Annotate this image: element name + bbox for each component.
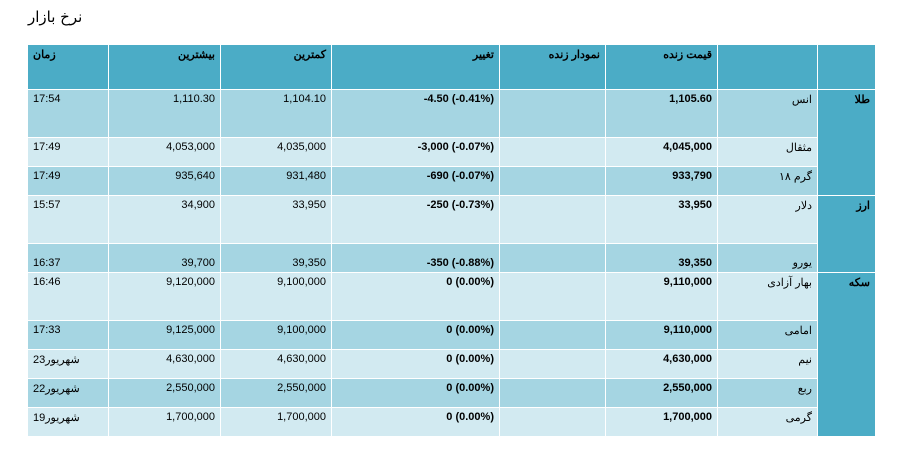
item-name: نیم bbox=[717, 349, 818, 379]
low-cell: 39,350 bbox=[220, 243, 332, 273]
change-cell: -3,000 (-0.07%) bbox=[331, 137, 500, 167]
high-cell: 9,120,000 bbox=[108, 272, 221, 321]
price-cell: 4,630,000 bbox=[605, 349, 718, 379]
change-cell: -250 (-0.73%) bbox=[331, 195, 500, 244]
price-cell: 33,950 bbox=[605, 195, 718, 244]
table-row: 15:57 34,900 33,950 -250 (-0.73%) 33,950… bbox=[27, 195, 876, 273]
time-cell: 22شهریور bbox=[27, 378, 109, 408]
low-cell: 1,104.10 bbox=[220, 89, 332, 138]
live-chart-cell[interactable] bbox=[499, 137, 606, 167]
change-cell: 0 (0.00%) bbox=[331, 320, 500, 350]
item-name: مثقال bbox=[717, 137, 818, 167]
change-cell: -4.50 (-0.41%) bbox=[331, 89, 500, 138]
table-row: 17:54 1,110.30 1,104.10 -4.50 (-0.41%) 1… bbox=[27, 89, 876, 196]
live-chart-cell[interactable] bbox=[499, 89, 606, 138]
low-cell: 2,550,000 bbox=[220, 378, 332, 408]
high-cell: 39,700 bbox=[108, 243, 221, 273]
low-cell: 9,100,000 bbox=[220, 272, 332, 321]
price-cell: 4,045,000 bbox=[605, 137, 718, 167]
live-chart-cell[interactable] bbox=[499, 272, 606, 321]
category-currency: ارز bbox=[817, 195, 876, 273]
time-cell: 19شهریور bbox=[27, 407, 109, 437]
live-chart-cell[interactable] bbox=[499, 166, 606, 196]
low-cell: 1,700,000 bbox=[220, 407, 332, 437]
header-high: بیشترین bbox=[108, 44, 221, 90]
change-cell: 0 (0.00%) bbox=[331, 378, 500, 408]
header-time: زمان bbox=[27, 44, 109, 90]
header-category bbox=[817, 44, 876, 90]
item-name: گرمی bbox=[717, 407, 818, 437]
price-cell: 2,550,000 bbox=[605, 378, 718, 408]
time-cell: 16:46 bbox=[27, 272, 109, 321]
price-cell: 933,790 bbox=[605, 166, 718, 196]
page-title: نرخ بازار bbox=[28, 8, 83, 26]
table-row: 17:49 4,053,000 4,035,000 -3,000 (-0.07%… bbox=[27, 137, 876, 167]
change-cell: 0 (0.00%) bbox=[331, 349, 500, 379]
low-cell: 9,100,000 bbox=[220, 320, 332, 350]
live-chart-cell[interactable] bbox=[499, 243, 606, 273]
item-name: گرم ۱۸ bbox=[717, 166, 818, 196]
table-row: 16:46 9,120,000 9,100,000 0 (0.00%) 9,11… bbox=[27, 272, 876, 437]
time-cell: 17:49 bbox=[27, 137, 109, 167]
live-chart-cell[interactable] bbox=[499, 320, 606, 350]
market-rates-table: زمان بیشترین کمترین تغییر نمودار زنده قی… bbox=[27, 44, 876, 437]
high-cell: 935,640 bbox=[108, 166, 221, 196]
change-cell: -350 (-0.88%) bbox=[331, 243, 500, 273]
item-name: امامی bbox=[717, 320, 818, 350]
high-cell: 4,053,000 bbox=[108, 137, 221, 167]
time-cell: 17:33 bbox=[27, 320, 109, 350]
table-header-row: زمان بیشترین کمترین تغییر نمودار زنده قی… bbox=[27, 44, 876, 90]
live-chart-cell[interactable] bbox=[499, 349, 606, 379]
low-cell: 4,035,000 bbox=[220, 137, 332, 167]
table-row: 23شهریور 4,630,000 4,630,000 0 (0.00%) 4… bbox=[27, 349, 876, 379]
price-cell: 9,110,000 bbox=[605, 320, 718, 350]
table-row: 22شهریور 2,550,000 2,550,000 0 (0.00%) 2… bbox=[27, 378, 876, 408]
high-cell: 4,630,000 bbox=[108, 349, 221, 379]
category-coin: سکه bbox=[817, 272, 876, 437]
table-row: 19شهریور 1,700,000 1,700,000 0 (0.00%) 1… bbox=[27, 407, 876, 437]
change-cell: 0 (0.00%) bbox=[331, 407, 500, 437]
price-cell: 39,350 bbox=[605, 243, 718, 273]
low-cell: 4,630,000 bbox=[220, 349, 332, 379]
table-row: 17:33 9,125,000 9,100,000 0 (0.00%) 9,11… bbox=[27, 320, 876, 350]
header-name bbox=[717, 44, 818, 90]
item-name: بهار آزادی bbox=[717, 272, 818, 321]
time-cell: 17:49 bbox=[27, 166, 109, 196]
high-cell: 1,110.30 bbox=[108, 89, 221, 138]
change-cell: 0 (0.00%) bbox=[331, 272, 500, 321]
time-cell: 16:37 bbox=[27, 243, 109, 273]
header-change: تغییر bbox=[331, 44, 500, 90]
item-name: انس bbox=[717, 89, 818, 138]
header-live-price: قیمت زنده bbox=[605, 44, 718, 90]
time-cell: 17:54 bbox=[27, 89, 109, 138]
category-gold: طلا bbox=[817, 89, 876, 196]
price-cell: 1,105.60 bbox=[605, 89, 718, 138]
item-name: یورو bbox=[717, 243, 818, 273]
price-cell: 9,110,000 bbox=[605, 272, 718, 321]
time-cell: 15:57 bbox=[27, 195, 109, 244]
header-low: کمترین bbox=[220, 44, 332, 90]
item-name: ربع bbox=[717, 378, 818, 408]
time-cell: 23شهریور bbox=[27, 349, 109, 379]
price-cell: 1,700,000 bbox=[605, 407, 718, 437]
high-cell: 1,700,000 bbox=[108, 407, 221, 437]
item-name: دلار bbox=[717, 195, 818, 244]
high-cell: 34,900 bbox=[108, 195, 221, 244]
high-cell: 2,550,000 bbox=[108, 378, 221, 408]
live-chart-cell[interactable] bbox=[499, 407, 606, 437]
table-row: 16:37 39,700 39,350 -350 (-0.88%) 39,350… bbox=[27, 243, 876, 273]
live-chart-cell[interactable] bbox=[499, 378, 606, 408]
change-cell: -690 (-0.07%) bbox=[331, 166, 500, 196]
live-chart-cell[interactable] bbox=[499, 195, 606, 244]
low-cell: 931,480 bbox=[220, 166, 332, 196]
high-cell: 9,125,000 bbox=[108, 320, 221, 350]
table-row: 17:49 935,640 931,480 -690 (-0.07%) 933,… bbox=[27, 166, 876, 196]
header-live-chart: نمودار زنده bbox=[499, 44, 606, 90]
low-cell: 33,950 bbox=[220, 195, 332, 244]
